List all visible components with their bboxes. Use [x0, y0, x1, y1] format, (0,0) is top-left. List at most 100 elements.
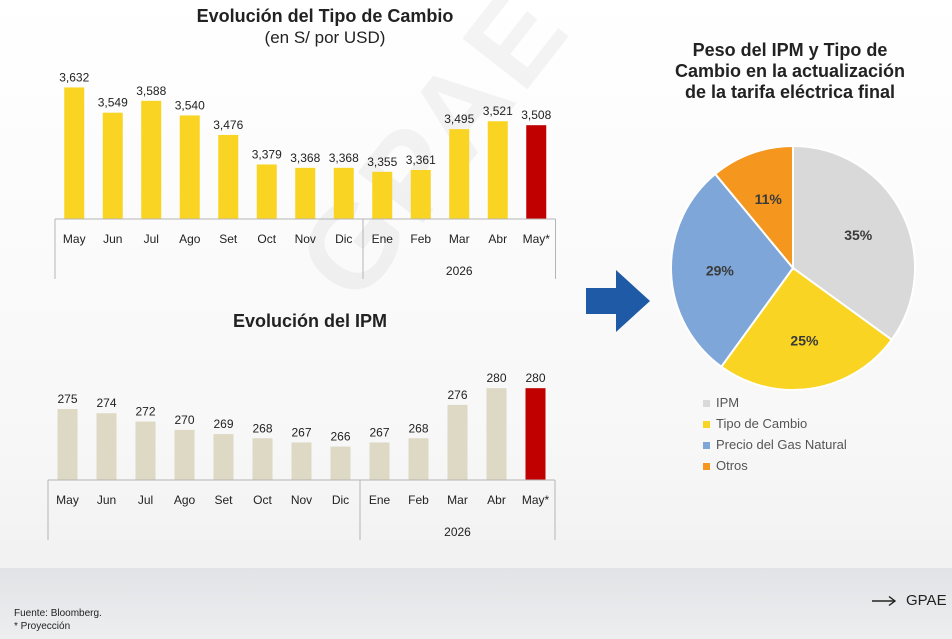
- category-label: Set: [214, 493, 233, 507]
- footer-brand: GPAE: [906, 592, 947, 609]
- bar: [333, 167, 354, 219]
- pie-slice: [713, 144, 794, 271]
- bar: [102, 112, 123, 219]
- legend-swatch: [703, 400, 710, 408]
- bar-value-label: 268: [408, 421, 428, 435]
- right-arrow-icon: [586, 270, 650, 332]
- category-label: Abr: [488, 232, 507, 246]
- category-label: Ago: [179, 232, 201, 246]
- bar: [291, 442, 312, 480]
- category-label: Jul: [138, 493, 153, 507]
- category-label: Dic: [335, 232, 352, 246]
- footer-band: [0, 568, 952, 639]
- pie-chart-title: Peso del IPM y Tipo de Cambio en la actu…: [640, 40, 940, 103]
- bar-value-label: 280: [525, 371, 545, 385]
- bar-value-label: 269: [213, 417, 233, 431]
- bar-value-label: 275: [57, 392, 77, 406]
- legend-item: Tipo de Cambio: [703, 416, 807, 434]
- category-label: May: [63, 232, 86, 246]
- bar: [408, 438, 429, 480]
- pie-title-line-3: de la tarifa eléctrica final: [684, 82, 896, 102]
- bar-value-label: 3,521: [483, 104, 513, 118]
- exchange-rate-chart: 3,632 May 3,549 Jun 3,588 Jul 3,540 Ago 3,476 Set…: [54, 70, 556, 279]
- bar-value-label: 3,495: [444, 112, 474, 126]
- category-label: May: [56, 493, 79, 507]
- bar-value-label: 3,368: [290, 151, 320, 165]
- bar: [410, 169, 431, 219]
- bar: [213, 434, 234, 480]
- exchange-rate-chart-subtitle: (en S/ por USD): [264, 28, 386, 47]
- bar-value-label: 3,549: [98, 96, 128, 110]
- bar: [174, 429, 195, 480]
- category-label: Jun: [97, 493, 116, 507]
- legend-item: Precio del Gas Natural: [703, 437, 847, 455]
- category-label: May*: [522, 493, 550, 507]
- bar-value-label: 276: [447, 388, 467, 402]
- bar: [369, 442, 390, 480]
- footer-note: * Proyección: [14, 621, 71, 632]
- bar-value-label: 3,632: [59, 70, 89, 84]
- bar-value-label: 274: [96, 396, 116, 410]
- bar: [141, 100, 162, 219]
- category-label: Nov: [295, 232, 316, 246]
- ipm-chart-title: Evolución del IPM: [232, 311, 388, 331]
- category-label: May*: [523, 232, 551, 246]
- bar: [256, 164, 277, 219]
- bar: [57, 409, 78, 480]
- exchange-rate-chart-title: Evolución del Tipo de Cambio: [196, 6, 454, 26]
- bar: [135, 421, 156, 480]
- bar-value-label: 268: [252, 421, 272, 435]
- category-label: Mar: [449, 232, 470, 246]
- bar: [525, 388, 546, 480]
- legend-label: IPM: [716, 395, 740, 410]
- pie-slice-label: 25%: [790, 332, 819, 348]
- bar: [330, 446, 351, 480]
- category-label: Mar: [447, 493, 468, 507]
- bar-value-label: 3,368: [329, 151, 359, 165]
- category-label: Nov: [291, 493, 312, 507]
- legend-item: Otros: [703, 458, 748, 476]
- legend-item: IPM: [703, 395, 739, 413]
- pie-slice-label: 35%: [844, 227, 873, 243]
- bar: [486, 388, 507, 480]
- pie-chart: 35% 25% 29% 11%: [670, 144, 916, 391]
- category-label: Ago: [174, 493, 196, 507]
- category-label: Ene: [369, 493, 391, 507]
- bar: [526, 125, 547, 219]
- legend-swatch: [703, 463, 710, 471]
- bar: [487, 121, 508, 219]
- bar-value-label: 3,508: [521, 108, 551, 122]
- long-arrow-right-icon: [872, 595, 897, 607]
- bar: [252, 438, 273, 480]
- category-label: Feb: [410, 232, 431, 246]
- pie-slice: [792, 144, 916, 342]
- bar-value-label: 270: [174, 413, 194, 427]
- pie-slice-label: 29%: [706, 262, 735, 278]
- bar: [295, 167, 316, 219]
- bar-value-label: 266: [330, 430, 350, 444]
- legend-swatch: [703, 442, 710, 450]
- pie-title-line-1: Peso del IPM y Tipo de: [692, 40, 888, 60]
- bar-value-label: 280: [486, 371, 506, 385]
- bar: [372, 171, 393, 219]
- category-label: Dic: [332, 493, 349, 507]
- category-label: Abr: [487, 493, 506, 507]
- category-label: Oct: [253, 493, 272, 507]
- bar-value-label: 3,379: [252, 147, 282, 161]
- category-label: Oct: [257, 232, 276, 246]
- pie-slice: [670, 172, 795, 369]
- footer-source: Fuente: Bloomberg.: [14, 608, 102, 619]
- category-label: Jul: [144, 232, 159, 246]
- bar: [447, 404, 468, 480]
- bar: [179, 115, 200, 219]
- ipm-chart: 275 May 274 Jun 272 Jul 270 Ago 269 Set 268 Oct 267 N…: [47, 371, 556, 540]
- bar-value-label: 3,361: [406, 153, 436, 167]
- legend-label: Tipo de Cambio: [716, 416, 808, 431]
- category-label: Feb: [408, 493, 429, 507]
- category-label: Jun: [103, 232, 122, 246]
- year-group-label: 2026: [444, 525, 471, 539]
- bar-value-label: 267: [369, 425, 389, 439]
- bar-value-label: 3,540: [175, 98, 205, 112]
- bar-value-label: 3,476: [213, 118, 243, 132]
- bar: [449, 129, 470, 219]
